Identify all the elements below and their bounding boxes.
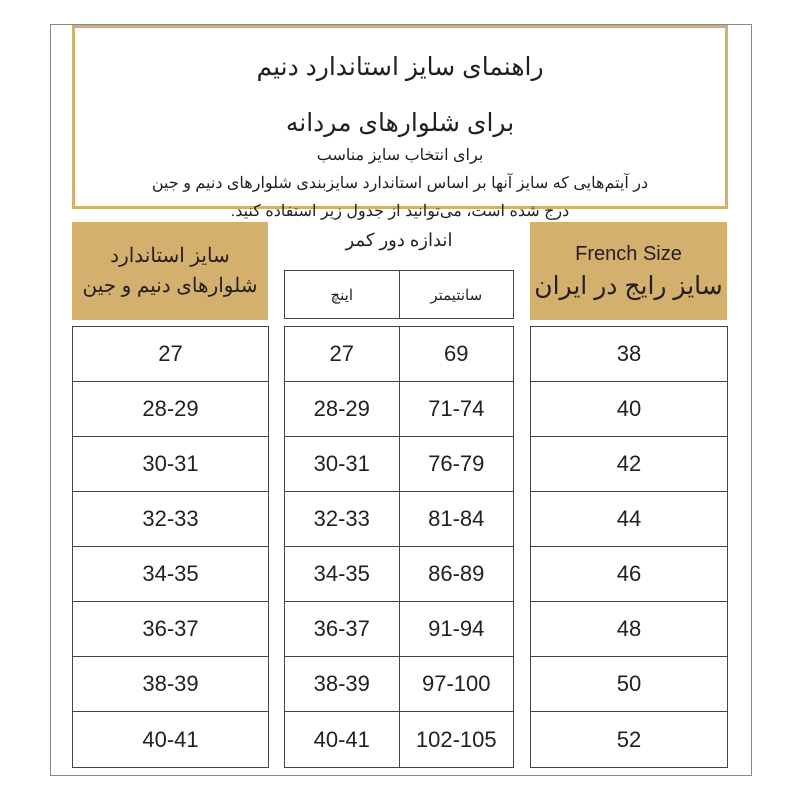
standard-size-column: 27 28-29 30-31 32-33 34-35 36-37 38-39 40-41 <box>72 326 269 768</box>
cm-cell: 97-100 <box>398 657 514 711</box>
french-cell: 52 <box>616 726 642 752</box>
table-row: 48 <box>531 602 727 657</box>
inch-cell: 36-37 <box>313 616 370 641</box>
intro-line-3: درج شده است، می‌توانید از جدول زیر استفا… <box>230 203 570 220</box>
french-cell: 50 <box>616 671 642 696</box>
table-row: 44 <box>531 492 727 547</box>
table-row: 40-41 102-105 <box>285 712 513 767</box>
table-row: 40 <box>531 382 727 437</box>
inch-cell: 40-41 <box>313 726 370 752</box>
inch-cell: 34-35 <box>313 561 370 586</box>
table-row: 30-31 <box>73 437 268 492</box>
waist-column: 27 69 28-29 71-74 30-31 76-79 32-33 81-84 34-35 8… <box>284 326 514 768</box>
inch-header: اینچ <box>330 286 354 304</box>
intro-line-2: در آیتم‌هایی که سایز آنها بر اساس استاند… <box>151 175 649 192</box>
table-row: 28-29 <box>73 382 268 437</box>
table-row: 30-31 76-79 <box>285 437 513 492</box>
table-row: 34-35 86-89 <box>285 547 513 602</box>
standard-cell: 40-41 <box>142 726 199 752</box>
cm-cell: 69 <box>398 327 514 381</box>
standard-cell: 27 <box>158 341 183 366</box>
french-cell: 40 <box>616 396 642 421</box>
waist-header: اندازه دور کمر <box>345 230 453 250</box>
inch-cell: 28-29 <box>313 396 370 421</box>
table-row: 36-37 91-94 <box>285 602 513 657</box>
french-size-column: 38 40 42 44 46 48 50 52 <box>530 326 728 768</box>
table-row: 27 69 <box>285 327 513 382</box>
table-row: 34-35 <box>73 547 268 602</box>
standard-header-line-1: سایز استاندارد <box>110 245 230 267</box>
french-cell: 42 <box>616 451 642 476</box>
french-cell: 44 <box>616 506 642 531</box>
cm-cell: 86-89 <box>398 547 514 601</box>
table-row: 40-41 <box>73 712 268 767</box>
table-row: 36-37 <box>73 602 268 657</box>
cm-cell: 81-84 <box>398 492 514 546</box>
inch-cell: 27 <box>329 341 354 366</box>
french-header-en: French Size <box>575 243 682 265</box>
standard-cell: 28-29 <box>142 396 199 421</box>
french-size-header: French Size سایز رایج در ایران <box>530 222 727 320</box>
french-cell: 38 <box>616 341 642 366</box>
waist-subheader: اینچ سانتیمتر <box>284 270 514 319</box>
table-row: 38-39 97-100 <box>285 657 513 712</box>
french-cell: 46 <box>616 561 642 586</box>
table-row: 42 <box>531 437 727 492</box>
cm-cell: 102-105 <box>398 712 514 767</box>
standard-size-header: سایز استاندارد شلوارهای دنیم و جین <box>72 222 268 320</box>
table-row: 52 <box>531 712 727 767</box>
inch-cell: 38-39 <box>313 671 370 696</box>
table-row: 32-33 <box>73 492 268 547</box>
table-row: 28-29 71-74 <box>285 382 513 437</box>
inch-cell: 32-33 <box>313 506 370 531</box>
intro-line-1: برای انتخاب سایز مناسب <box>316 147 484 164</box>
table-row: 27 <box>73 327 268 382</box>
table-row: 32-33 81-84 <box>285 492 513 547</box>
standard-cell: 32-33 <box>142 506 199 531</box>
standard-cell: 38-39 <box>142 671 199 696</box>
cm-cell: 76-79 <box>398 437 514 491</box>
standard-cell: 30-31 <box>142 451 199 476</box>
table-row: 38 <box>531 327 727 382</box>
cm-cell: 91-94 <box>398 602 514 656</box>
table-row: 46 <box>531 547 727 602</box>
standard-header-line-2: شلوارهای دنیم و جین <box>82 275 258 297</box>
table-row: 50 <box>531 657 727 712</box>
page-frame <box>50 24 752 776</box>
cm-cell: 71-74 <box>398 382 514 436</box>
title-line-2: برای شلوارهای مردانه <box>285 109 515 137</box>
inch-cell: 30-31 <box>313 451 370 476</box>
french-header-fa: سایز رایج در ایران <box>534 272 723 300</box>
title-line-1: راهنمای سایز استاندارد دنیم <box>256 53 544 81</box>
french-cell: 48 <box>616 616 642 641</box>
cm-header: سانتیمتر <box>398 271 514 318</box>
standard-cell: 34-35 <box>142 561 199 586</box>
intro-box: راهنمای سایز استاندارد دنیم برای شلوارها… <box>72 25 728 220</box>
standard-cell: 36-37 <box>142 616 199 641</box>
table-row: 38-39 <box>73 657 268 712</box>
